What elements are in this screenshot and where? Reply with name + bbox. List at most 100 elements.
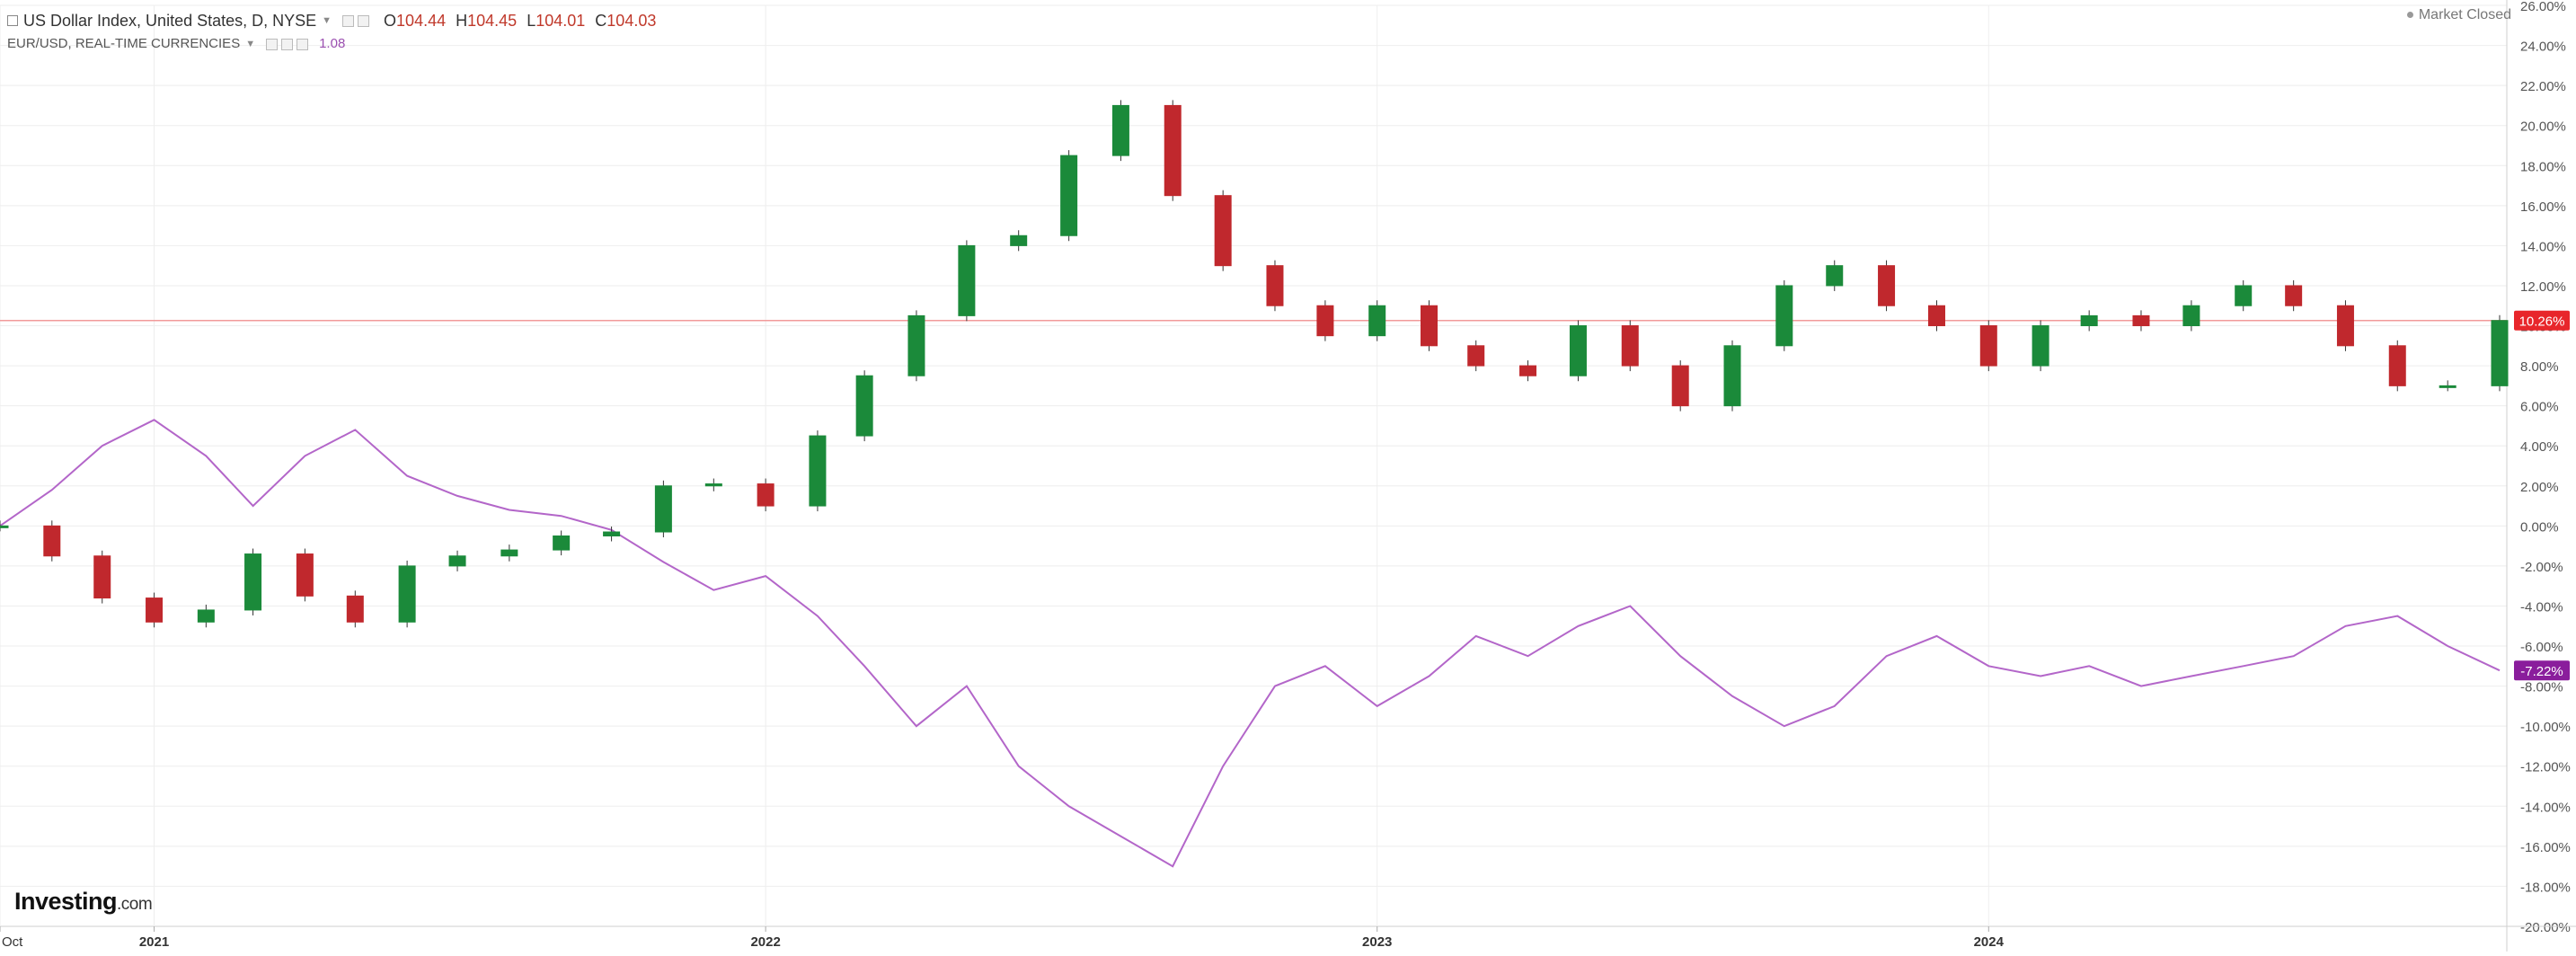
x-tick-label: 2021 [139,934,169,950]
candle-body[interactable] [2182,305,2200,327]
chart-legend: US Dollar Index, United States, D, NYSE … [7,9,656,56]
brand-logo: Investing.com [14,888,153,916]
status-dot-icon [2406,12,2413,19]
y-tick-label: -16.00% [2520,840,2571,855]
candle-body[interactable] [346,595,364,623]
candle-body[interactable] [1421,305,1438,347]
candle-body[interactable] [0,525,9,528]
y-tick-label: 16.00% [2520,199,2566,215]
x-tick-label: 2024 [1974,934,2005,950]
candle-body[interactable] [1214,195,1232,267]
candle-body[interactable] [1878,265,1896,306]
candle-body[interactable] [757,483,775,507]
chevron-down-icon[interactable]: ▼ [245,39,256,49]
eurusd-last-badge-label: -7.22% [2520,664,2563,679]
visibility-icon[interactable] [358,14,370,27]
y-tick-label: 12.00% [2520,279,2566,295]
candle-body[interactable] [1467,345,1485,367]
y-tick-label: 26.00% [2520,0,2566,14]
candle-body[interactable] [1723,345,1741,407]
candle-body[interactable] [2235,285,2253,306]
candle-body[interactable] [1826,265,1844,287]
legend-secondary: EUR/USD, REAL-TIME CURRENCIES ▼ 1.08 [7,32,656,56]
dxy-last-badge-bg [2514,310,2570,331]
candle-body[interactable] [958,244,976,316]
candle-body[interactable] [1060,155,1078,236]
y-tick-label: 20.00% [2520,120,2566,135]
candle-body[interactable] [296,553,314,597]
y-tick-label: -8.00% [2520,680,2563,695]
low-value: 104.01 [536,12,586,30]
high-label: H [456,12,468,30]
candle-body[interactable] [1266,265,1284,306]
y-tick-label: 24.00% [2520,40,2566,55]
candle-body[interactable] [197,609,215,623]
candle-body[interactable] [2388,345,2406,386]
close-value: 104.03 [606,12,657,30]
brand-name: Investing [14,888,118,915]
candle-body[interactable] [704,483,722,487]
candle-body[interactable] [1775,285,1793,347]
y-tick-label: -6.00% [2520,640,2563,655]
visibility-icon[interactable] [281,38,294,50]
candle-body[interactable] [43,525,61,557]
remove-icon[interactable] [297,38,309,50]
y-tick-label: 4.00% [2520,439,2559,455]
y-tick-label: -20.00% [2520,920,2571,935]
candle-body[interactable] [500,549,518,557]
brand-suffix: .com [117,895,153,914]
candle-body[interactable] [1927,305,1945,327]
candle-body[interactable] [1010,235,1028,246]
candle-body[interactable] [1111,104,1129,156]
collapse-icon[interactable] [7,15,18,26]
candle-body[interactable] [1368,305,1386,337]
y-tick-label: -2.00% [2520,560,2563,575]
candle-body[interactable] [244,553,262,611]
candle-body[interactable] [553,535,571,551]
settings-icon[interactable] [342,14,355,27]
candle-body[interactable] [1569,325,1587,376]
candle-body[interactable] [2336,305,2354,347]
x-tick-label: 2022 [750,934,780,950]
candle-body[interactable] [809,435,827,507]
y-tick-label: 2.00% [2520,480,2559,495]
legend-secondary-title[interactable]: EUR/USD, REAL-TIME CURRENCIES [7,36,241,51]
candle-body[interactable] [146,598,164,623]
candle-body[interactable] [855,375,873,437]
candle-body[interactable] [1671,365,1689,407]
candle-body[interactable] [2132,314,2150,327]
x-tick-label: 2023 [1362,934,1392,950]
y-tick-label: -12.00% [2520,760,2571,775]
candle-body[interactable] [654,485,672,533]
candle-body[interactable] [2285,285,2303,306]
market-status: Market Closed [2406,7,2511,23]
settings-icon[interactable] [266,38,279,50]
y-tick-label: -18.00% [2520,880,2571,895]
candle-body[interactable] [1621,325,1639,367]
candle-body[interactable] [398,565,416,623]
y-tick-label: -4.00% [2520,599,2563,615]
candle-body[interactable] [1316,305,1334,337]
candle-body[interactable] [93,555,111,599]
legend-primary-title[interactable]: US Dollar Index, United States, D, NYSE [23,12,317,30]
y-tick-label: 14.00% [2520,239,2566,254]
y-tick-label: 0.00% [2520,519,2559,535]
eurusd-line[interactable] [0,419,2501,868]
candle-body[interactable] [1164,104,1182,197]
candle-body[interactable] [1979,325,1997,367]
candle-body[interactable] [1519,365,1537,376]
y-tick-label: -14.00% [2520,800,2571,815]
y-tick-label: 22.00% [2520,79,2566,94]
candle-body[interactable] [2491,320,2509,386]
open-value: 104.44 [396,12,447,30]
eurusd-last-badge-bg [2514,660,2570,681]
candle-body[interactable] [2439,385,2456,388]
candle-body[interactable] [2080,314,2098,327]
candle-body[interactable] [603,531,621,536]
candle-body[interactable] [907,314,925,376]
chevron-down-icon[interactable]: ▼ [322,15,332,26]
candle-body[interactable] [2032,325,2049,367]
candle-body[interactable] [448,555,466,567]
